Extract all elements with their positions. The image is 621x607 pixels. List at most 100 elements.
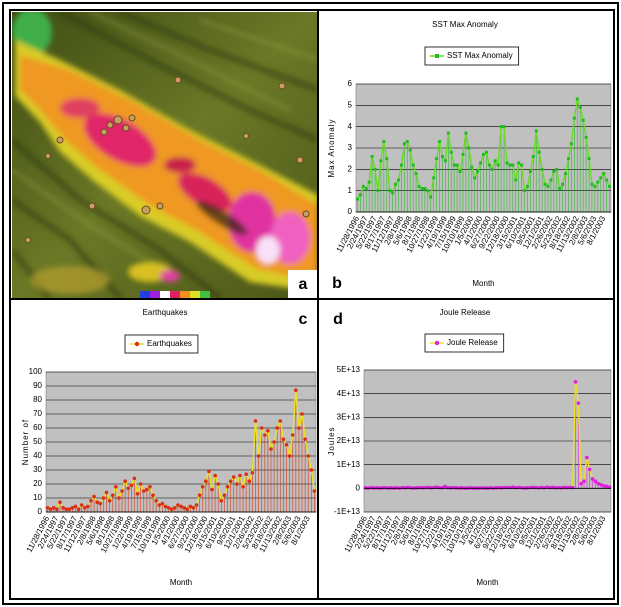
marker (207, 470, 211, 474)
marker (185, 507, 189, 511)
marker (485, 151, 488, 154)
marker (423, 187, 426, 190)
marker (58, 500, 62, 504)
marker (139, 482, 143, 486)
y-tick-label: 30 (33, 465, 42, 474)
marker (229, 479, 233, 483)
panel-label: d (333, 311, 343, 328)
marker (415, 172, 418, 175)
marker (500, 125, 503, 128)
marker (532, 155, 535, 158)
marker (176, 503, 180, 507)
chart-title: Earthquakes (143, 308, 188, 317)
marker (418, 185, 421, 188)
marker (67, 507, 71, 511)
marker (593, 185, 596, 188)
marker (120, 489, 124, 493)
marker (511, 164, 514, 167)
marker (444, 159, 447, 162)
marker (126, 486, 130, 490)
marker (426, 189, 429, 192)
marker (579, 106, 582, 109)
panel-label: a (299, 276, 308, 293)
marker (394, 183, 397, 186)
marker (232, 475, 236, 479)
y-axis-label: Joules (327, 426, 336, 455)
marker (362, 185, 365, 188)
marker (238, 474, 242, 478)
chart-title: SST Max Anomaly (432, 20, 498, 29)
marker (596, 181, 599, 184)
y-tick-label: 100 (29, 367, 43, 376)
y-tick-label: 60 (33, 423, 42, 432)
marker (80, 503, 84, 507)
marker (479, 161, 482, 164)
marker (576, 97, 579, 100)
y-tick-label: 90 (33, 381, 42, 390)
marker (241, 485, 245, 489)
marker (356, 198, 359, 201)
marker (83, 506, 87, 510)
marker (608, 185, 611, 188)
marker (438, 140, 441, 143)
marker (257, 454, 261, 458)
marker (223, 493, 227, 497)
marker (488, 164, 491, 167)
marker (359, 193, 362, 196)
marker (210, 488, 214, 492)
marker (473, 176, 476, 179)
y-tick-label: 3E+13 (337, 412, 361, 421)
y-tick-label: 0 (348, 207, 353, 216)
marker (303, 437, 307, 441)
marker (244, 472, 248, 476)
marker (599, 176, 602, 179)
y-tick-label: 20 (33, 479, 42, 488)
marker (520, 164, 523, 167)
marker (179, 505, 183, 509)
marker (145, 488, 149, 492)
marker (108, 499, 112, 503)
y-tick-label: 5E+13 (337, 365, 361, 374)
legend-marker (435, 54, 439, 58)
marker (494, 159, 497, 162)
marker (294, 388, 298, 392)
marker (154, 499, 158, 503)
marker (173, 506, 177, 510)
marker (216, 482, 220, 486)
marker (282, 437, 286, 441)
y-axis-label: Max Anomaly (327, 118, 336, 177)
marker (503, 125, 506, 128)
marker (594, 479, 598, 483)
marker (470, 166, 473, 169)
marker (400, 164, 403, 167)
marker (564, 172, 567, 175)
marker (99, 502, 103, 506)
marker (567, 157, 570, 160)
marker (412, 164, 415, 167)
marker (192, 506, 196, 510)
y-tick-label: 0 (38, 507, 43, 516)
y-tick-label: 40 (33, 451, 42, 460)
marker (310, 468, 314, 472)
marker (164, 505, 168, 509)
y-tick-label: 0 (356, 483, 361, 492)
marker (167, 506, 171, 510)
legend-label: Earthquakes (147, 339, 192, 348)
marker (198, 493, 202, 497)
marker (114, 485, 118, 489)
marker (226, 485, 230, 489)
marker (585, 456, 589, 460)
marker (482, 153, 485, 156)
marker (453, 164, 456, 167)
marker (266, 429, 270, 433)
y-tick-label: 4 (348, 122, 353, 131)
marker (397, 179, 400, 182)
marker (46, 506, 50, 510)
marker (385, 157, 388, 160)
marker (368, 181, 371, 184)
figure: a SST Max AnomalybMax AnomalyMonth012345… (0, 0, 621, 607)
marker (117, 496, 121, 500)
marker (582, 119, 585, 122)
panel-label: b (332, 275, 342, 292)
y-tick-label: 4E+13 (337, 389, 361, 398)
